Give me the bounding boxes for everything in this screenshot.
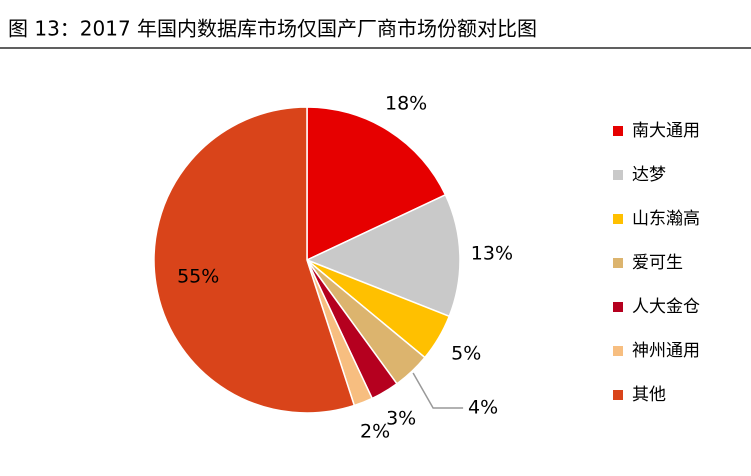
data-label: 5%: [451, 343, 481, 365]
pie-slice: [306, 106, 447, 262]
legend-swatch: [613, 170, 623, 180]
legend-swatch: [613, 346, 623, 356]
data-label: 4%: [468, 396, 498, 418]
legend-swatch: [613, 302, 623, 312]
legend-label: 南大通用: [632, 121, 700, 141]
legend-label: 山东瀚高: [632, 209, 700, 229]
leader-line: [412, 372, 464, 409]
legend-label: 爱可生: [632, 253, 683, 273]
legend-label: 达梦: [632, 165, 666, 185]
legend-label: 人大金仓: [632, 297, 700, 317]
legend-label: 其他: [632, 385, 666, 405]
data-label: 13%: [471, 243, 513, 265]
chart-title: 图 13：2017 年国内数据库市场仅国产厂商市场份额对比图: [8, 17, 537, 41]
data-label: 18%: [385, 92, 427, 114]
data-label: 3%: [386, 408, 416, 430]
pie-slice: [153, 106, 356, 414]
data-label: 2%: [360, 421, 390, 443]
legend-swatch: [613, 390, 623, 400]
pie-slice: [305, 193, 461, 318]
legend-label: 神州通用: [632, 341, 700, 361]
legend-swatch: [613, 214, 623, 224]
legend-swatch: [613, 126, 623, 136]
data-label: 55%: [177, 266, 219, 288]
legend-swatch: [613, 258, 623, 268]
